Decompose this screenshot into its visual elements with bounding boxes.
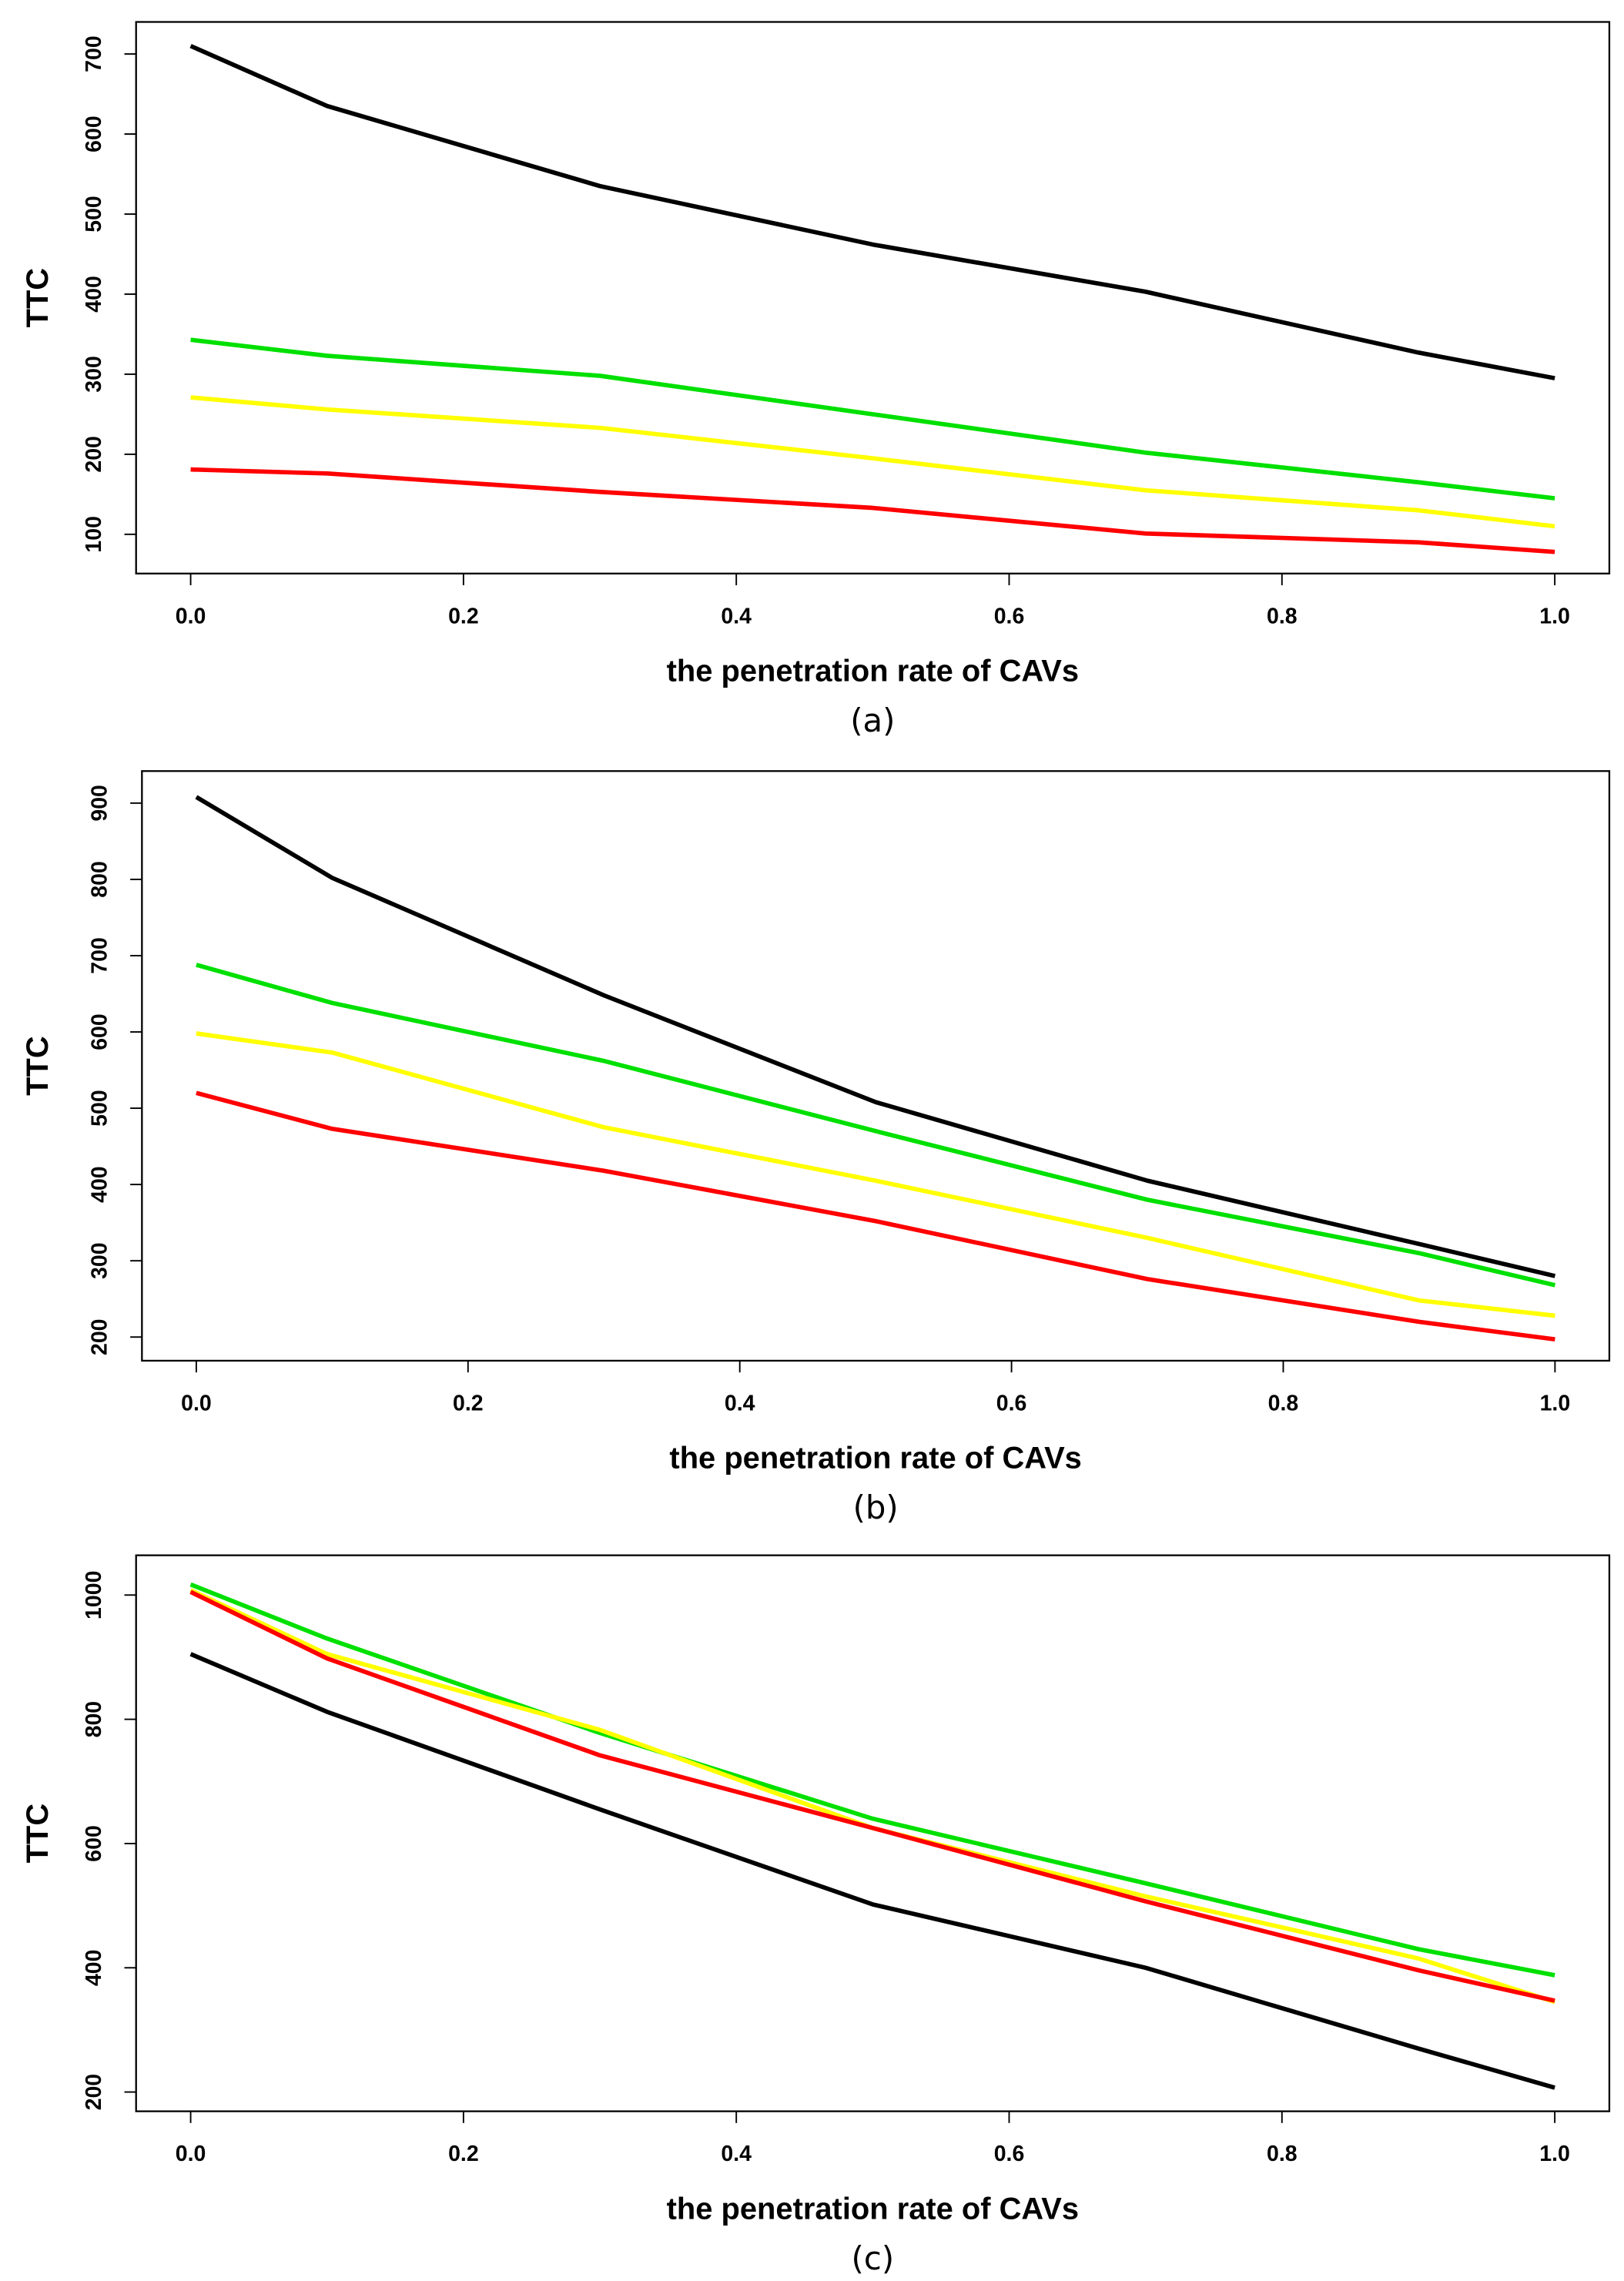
series-line	[190, 337, 1555, 501]
series-line	[189, 1652, 1555, 2090]
y-tick-label: 600	[88, 1013, 112, 1050]
x-tick-label: 0.8	[1268, 1391, 1299, 1415]
y-tick-label: 600	[82, 116, 106, 152]
x-tick-label: 0.2	[453, 1391, 484, 1415]
x-tick-label: 1.0	[1539, 604, 1570, 628]
x-tick-label: 0.6	[996, 1391, 1027, 1415]
x-tick-label: 0.0	[176, 2142, 206, 2166]
y-tick-label: 600	[82, 1825, 106, 1862]
caption: (c)	[852, 2239, 895, 2277]
series-line	[196, 1031, 1555, 1318]
y-tick-label: 300	[82, 356, 106, 393]
series-line	[190, 395, 1555, 529]
y-tick-label: 500	[82, 196, 106, 233]
x-tick-label: 0.6	[994, 604, 1025, 628]
x-tick-label: 0.0	[176, 604, 206, 628]
y-tick-label: 800	[82, 1701, 106, 1738]
caption: (b)	[853, 1489, 899, 1526]
x-tick-label: 1.0	[1539, 2142, 1570, 2166]
x-tick-label: 0.4	[721, 604, 752, 628]
x-tick-label: 0.4	[725, 1391, 755, 1415]
y-tick-label: 800	[88, 861, 112, 898]
x-tick-label: 0.2	[448, 604, 479, 628]
y-tick-label: 300	[88, 1242, 112, 1279]
x-axis-label: the penetration rate of CAVs	[667, 655, 1079, 688]
y-axis-label: TTC	[21, 268, 55, 328]
x-tick-label: 0.8	[1267, 2142, 1298, 2166]
x-tick-label: 0.6	[994, 2142, 1025, 2166]
y-tick-label: 500	[88, 1090, 112, 1127]
series-line	[189, 44, 1555, 380]
y-tick-label: 100	[82, 516, 106, 553]
x-tick-label: 0.4	[721, 2142, 752, 2166]
x-tick-label: 0.8	[1267, 604, 1298, 628]
y-tick-label: 400	[82, 276, 106, 313]
y-tick-label: 400	[88, 1166, 112, 1203]
y-tick-label: 700	[88, 937, 112, 974]
series-line	[189, 1589, 1555, 2003]
x-tick-label: 0.2	[448, 2142, 479, 2166]
y-tick-label: 700	[82, 35, 106, 72]
plot-frame	[135, 21, 1611, 574]
y-tick-label: 900	[88, 785, 112, 822]
series-line	[190, 467, 1555, 554]
plot-frame	[135, 1554, 1611, 2112]
y-tick-label: 200	[82, 2074, 106, 2111]
x-axis-label: the penetration rate of CAVs	[667, 2192, 1079, 2226]
series-line	[189, 1588, 1555, 2005]
plot-frame	[141, 770, 1611, 1362]
y-tick-label: 200	[82, 436, 106, 473]
series-line	[196, 1090, 1555, 1342]
series-line	[195, 795, 1556, 1278]
y-tick-label: 1000	[82, 1571, 106, 1619]
x-tick-label: 1.0	[1540, 1391, 1571, 1415]
caption: (a)	[850, 702, 895, 739]
x-tick-label: 0.0	[181, 1391, 212, 1415]
y-tick-label: 200	[88, 1318, 112, 1355]
series-line	[189, 1582, 1555, 1978]
x-axis-label: the penetration rate of CAVs	[669, 1442, 1081, 1475]
y-tick-label: 400	[82, 1949, 106, 1986]
series-line	[196, 963, 1556, 1288]
y-axis-label: TTC	[21, 1036, 55, 1096]
y-axis-label: TTC	[21, 1804, 55, 1864]
